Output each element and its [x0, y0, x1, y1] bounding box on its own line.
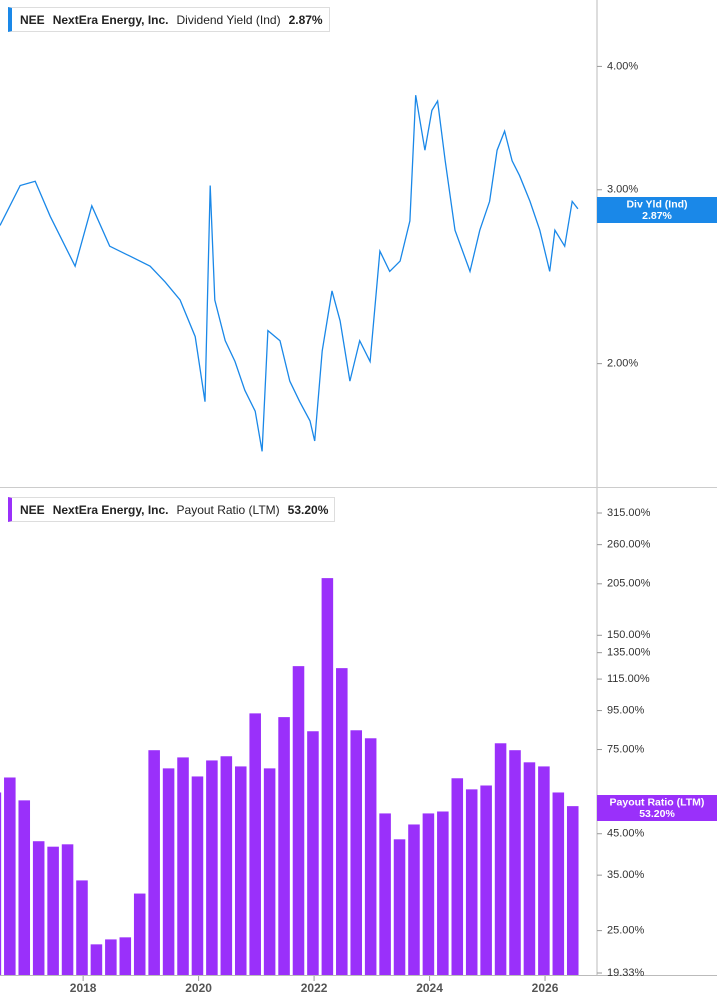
bar — [119, 937, 132, 975]
y-tick-label: 3.00% — [607, 184, 638, 196]
bar — [379, 813, 391, 975]
bar — [0, 792, 2, 975]
bar — [61, 844, 74, 975]
bar — [249, 713, 261, 975]
bar — [105, 939, 117, 975]
bar — [18, 800, 31, 975]
x-tick-label: 2024 — [416, 981, 443, 995]
badge-value: 53.20% — [639, 808, 675, 820]
plot-area — [0, 578, 579, 975]
bar — [220, 756, 233, 975]
bar — [76, 880, 88, 975]
bar — [321, 578, 334, 975]
x-tick-label: 2020 — [185, 981, 212, 995]
bar — [552, 792, 565, 975]
plot-area — [0, 95, 579, 452]
current-value: 53.20% — [287, 502, 329, 517]
company: NextEra Energy, Inc. — [52, 502, 169, 517]
y-tick-label: 2.00% — [607, 358, 638, 370]
bar — [278, 717, 290, 975]
ticker: NEE — [20, 502, 45, 517]
y-tick-label: 45.00% — [607, 828, 645, 840]
bar — [263, 768, 276, 975]
bar — [32, 841, 45, 975]
y-tick-label: 260.00% — [607, 539, 651, 551]
y-tick-label: 150.00% — [607, 629, 651, 641]
bar — [148, 750, 160, 975]
bar — [4, 777, 16, 975]
bar — [480, 785, 492, 975]
x-tick-label: 2026 — [532, 981, 559, 995]
bar — [336, 668, 348, 975]
x-tick-label: 2018 — [70, 981, 97, 995]
bar — [47, 846, 59, 975]
bar — [393, 839, 406, 975]
value-badge — [597, 197, 717, 223]
bar — [191, 776, 204, 975]
company: NextEra Energy, Inc. — [52, 12, 169, 27]
legend: NEE NextEra Energy, Inc. Payout Ratio (L… — [8, 497, 336, 522]
bar — [364, 738, 377, 975]
badge-value: 2.87% — [642, 210, 672, 222]
bar — [234, 766, 247, 975]
bar — [177, 757, 189, 975]
y-tick-label: 135.00% — [607, 647, 651, 659]
y-tick-label: 19.33% — [607, 967, 645, 979]
line — [0, 95, 579, 452]
legend: NEE NextEra Energy, Inc. Dividend Yield … — [8, 7, 330, 32]
y-tick-label: 4.00% — [607, 60, 638, 72]
current-value: 2.87% — [288, 12, 323, 27]
bar — [206, 760, 218, 975]
bar — [90, 944, 103, 975]
bar — [350, 730, 363, 975]
bar — [408, 824, 420, 975]
bar — [133, 893, 146, 975]
badge-name: Payout Ratio (LTM) — [610, 796, 705, 808]
bar — [307, 731, 319, 975]
bar — [437, 811, 449, 975]
ticker: NEE — [20, 12, 45, 27]
bar — [422, 813, 435, 975]
bar — [162, 768, 175, 975]
bar — [538, 766, 550, 975]
y-tick-label: 75.00% — [607, 743, 645, 755]
value-badge — [597, 795, 717, 821]
bar — [465, 789, 478, 975]
y-tick-label: 95.00% — [607, 704, 645, 716]
y-tick-label: 205.00% — [607, 578, 651, 590]
badge-name: Div Yld (Ind) — [626, 198, 687, 210]
y-tick-label: 115.00% — [607, 673, 650, 685]
series-name: Payout Ratio (LTM) — [176, 502, 280, 517]
bar — [566, 806, 579, 975]
bar — [494, 743, 507, 975]
bar — [523, 762, 536, 975]
y-tick-label: 315.00% — [607, 507, 651, 519]
x-tick-label: 2022 — [301, 981, 328, 995]
y-tick-label: 35.00% — [607, 869, 645, 881]
y-tick-label: 25.00% — [607, 925, 645, 937]
bar — [509, 750, 521, 975]
bar — [451, 778, 464, 975]
bar — [292, 666, 305, 975]
series-name: Dividend Yield (Ind) — [176, 12, 281, 27]
